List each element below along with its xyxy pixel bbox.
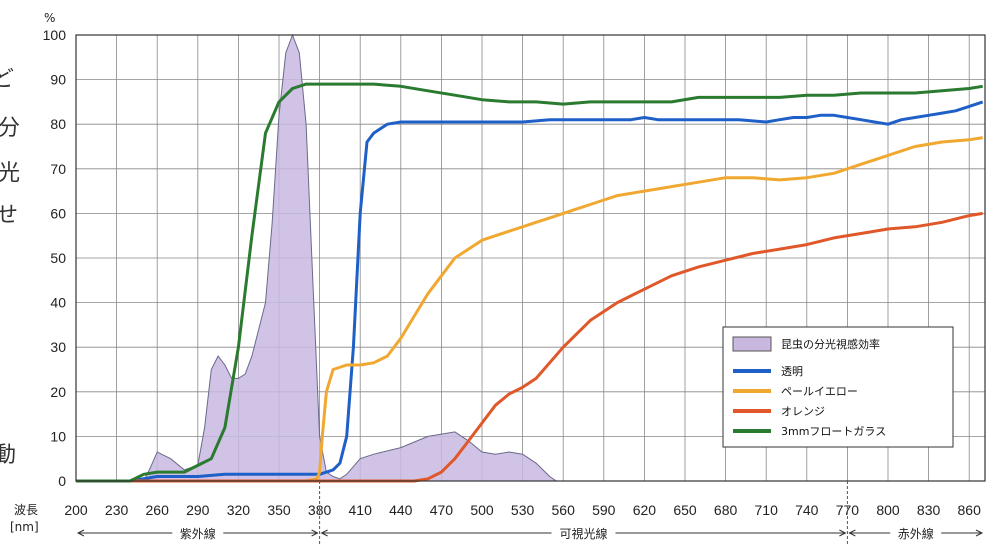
region-label-0: 紫外線 (180, 526, 216, 541)
region-arrow-right-1 (839, 529, 847, 537)
legend-label-2: オレンジ (781, 405, 825, 418)
x-tick-21: 830 (917, 502, 941, 518)
x-tick-8: 440 (389, 502, 413, 518)
region-arrow-left-0 (76, 529, 85, 537)
legend-label-0: 透明 (781, 365, 803, 378)
legend-label-3: 3mmフロートガラス (781, 425, 886, 438)
region-label-1: 可視光線 (559, 526, 607, 541)
x-tick-0: 200 (64, 502, 88, 518)
x-tick-3: 290 (186, 502, 210, 518)
region-arrow-left-1 (320, 529, 328, 537)
y-tick-5: 50 (50, 250, 66, 266)
region-arrow-right-2 (975, 529, 984, 537)
plot-frame (75, 34, 986, 482)
x-tick-1: 230 (105, 502, 129, 518)
side-text-3: せ (0, 203, 18, 228)
series-line-0 (76, 100, 984, 483)
series-line-1 (76, 136, 983, 483)
y-tick-labels: 0 10 20 30 40 50 60 70 80 90 100 (43, 27, 67, 489)
y-tick-10: 100 (43, 27, 67, 43)
y-tick-7: 70 (50, 161, 66, 177)
legend-label-area: 昆虫の分光視感効率 (781, 337, 880, 351)
y-tick-6: 60 (50, 205, 66, 221)
x-tick-19: 770 (836, 502, 860, 518)
series-line-2 (76, 211, 983, 483)
x-tick-14: 620 (633, 502, 657, 518)
x-tick-7: 410 (349, 502, 373, 518)
y-tick-3: 30 (50, 339, 66, 355)
lines-layer (76, 82, 984, 483)
side-text-4: 動 (0, 443, 16, 468)
x-tick-22: 860 (958, 502, 982, 518)
x-tick-5: 350 (267, 502, 291, 518)
x-tick-16: 680 (714, 502, 738, 518)
x-tick-18: 740 (795, 502, 819, 518)
x-tick-12: 560 (552, 502, 576, 518)
y-tick-2: 20 (50, 384, 66, 400)
region-label-2: 赤外線 (898, 526, 934, 541)
y-tick-1: 10 (50, 428, 66, 444)
side-text-1: 分 (0, 116, 20, 141)
y-axis-unit-label: % (44, 11, 55, 25)
y-tick-4: 40 (50, 295, 66, 311)
x-tick-labels: 200 230 260 290 320 350 380 410 440 470 500 530 560 5… (64, 502, 981, 518)
legend-swatch-area (732, 336, 772, 352)
x-tick-6: 380 (308, 502, 332, 518)
legend-label-1: ペールイエロー (781, 385, 858, 398)
x-tick-20: 800 (876, 502, 900, 518)
x-axis-label: 波長 (14, 503, 38, 517)
x-tick-13: 590 (592, 502, 616, 518)
x-tick-11: 530 (511, 502, 535, 518)
x-tick-4: 320 (227, 502, 251, 518)
x-tick-17: 710 (755, 502, 779, 518)
side-text-0: ど (0, 67, 14, 92)
area-insect-sensitivity (143, 33, 557, 482)
x-tick-15: 650 (673, 502, 697, 518)
series-line-3 (76, 82, 983, 483)
y-tick-0: 0 (58, 473, 66, 489)
x-tick-2: 260 (146, 502, 170, 518)
x-tick-9: 470 (430, 502, 454, 518)
spectrum-regions: 紫外線 可視光線 赤外線 (76, 481, 984, 545)
side-text-2: 光 (0, 161, 20, 186)
area-layer (143, 33, 557, 482)
region-arrow-right-0 (311, 529, 319, 537)
region-arrow-left-2 (848, 529, 856, 537)
y-tick-9: 90 (50, 72, 66, 88)
x-axis-unit-label: [nm] (10, 520, 39, 534)
x-tick-10: 500 (470, 502, 494, 518)
y-tick-8: 80 (50, 116, 66, 132)
